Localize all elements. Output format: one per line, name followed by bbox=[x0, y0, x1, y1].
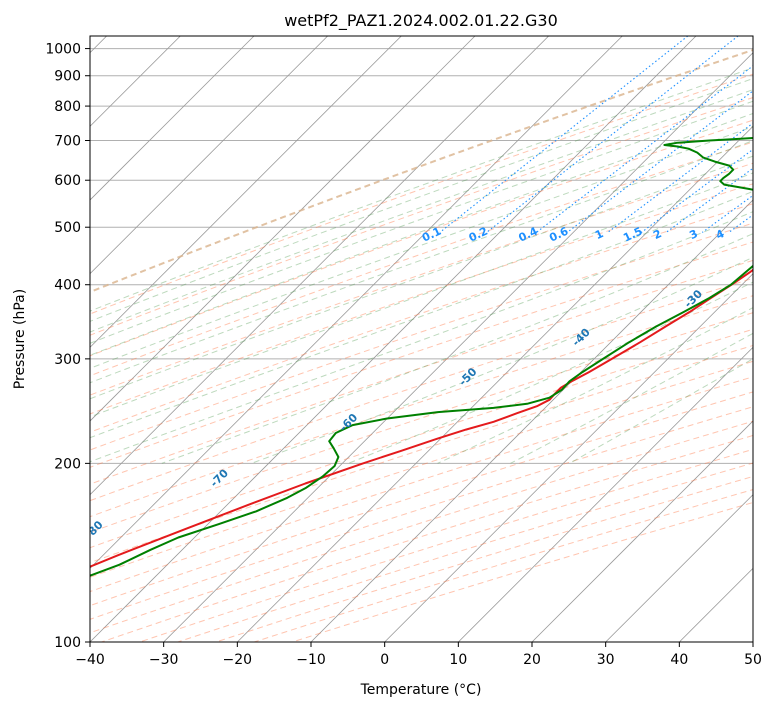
dry-adiabat-line bbox=[90, 119, 753, 357]
mixing-ratio-line bbox=[607, 122, 753, 233]
moist-adiabat-line bbox=[90, 126, 753, 369]
profile-lines bbox=[90, 136, 753, 577]
dry-adiabat-line bbox=[90, 328, 753, 549]
mixing-ratio-label: 4 bbox=[714, 227, 727, 242]
isotherm-line bbox=[90, 36, 476, 422]
dry-adiabat-line bbox=[90, 277, 753, 502]
mixing-ratio-line bbox=[486, 36, 739, 233]
isotherm-line bbox=[237, 125, 753, 642]
y-axis-label: Pressure (hPa) bbox=[12, 289, 28, 389]
dry-adiabat-line bbox=[90, 259, 753, 485]
moist-adiabat-line bbox=[90, 100, 753, 344]
mixing-ratio-label: 2 bbox=[651, 227, 663, 242]
y-tick-label: 500 bbox=[54, 220, 81, 236]
moist-adiabat-line bbox=[348, 281, 753, 464]
x-tick-label: 30 bbox=[597, 652, 615, 668]
dry-adiabat-line bbox=[90, 162, 753, 396]
isotherm-line bbox=[384, 273, 753, 642]
dry-adiabat-line bbox=[90, 295, 753, 518]
dry-adiabat-line bbox=[90, 241, 753, 468]
dry-adiabat-line bbox=[90, 97, 753, 336]
dry-adiabat-line bbox=[215, 475, 753, 642]
dry-adiabat-line bbox=[90, 406, 753, 620]
mixing-ratio-line bbox=[701, 194, 753, 233]
moist-adiabat-line bbox=[251, 256, 753, 464]
x-tick-label: −40 bbox=[75, 652, 105, 668]
y-tick-label: 900 bbox=[54, 69, 81, 85]
y-tick-label: 300 bbox=[54, 352, 81, 368]
isotherm-line bbox=[90, 36, 255, 201]
isotherm-line bbox=[531, 420, 753, 642]
isotherm-line bbox=[90, 36, 402, 348]
y-tick-label: 700 bbox=[54, 133, 81, 149]
moist-adiabat-line bbox=[90, 112, 753, 356]
y-tick-label: 1000 bbox=[45, 42, 81, 58]
moist-adiabat-line bbox=[90, 67, 753, 312]
dry-adiabat-line bbox=[90, 222, 753, 451]
dry-adiabat-label: -70 bbox=[208, 466, 231, 489]
moist-adiabat-line bbox=[437, 307, 753, 464]
isotherm-line bbox=[163, 52, 753, 642]
isotherm-line bbox=[90, 36, 549, 496]
mixing-ratio-line bbox=[768, 36, 775, 232]
isotherm-line bbox=[90, 36, 623, 569]
moist-adiabat-line bbox=[90, 78, 753, 322]
y-tick-label: 200 bbox=[54, 456, 81, 472]
dry-adiabat-line bbox=[90, 73, 753, 315]
moist-adiabat-line bbox=[90, 140, 753, 384]
chart-title: wetPf2_PAZ1.2024.002.01.22.G30 bbox=[284, 11, 558, 31]
isotherm-line bbox=[605, 494, 753, 642]
isotherm-line bbox=[679, 567, 753, 642]
x-tick-label: 40 bbox=[670, 652, 688, 668]
mixing-ratio-line bbox=[536, 65, 753, 233]
dry-adiabat-line bbox=[177, 462, 753, 642]
isotherm-line bbox=[90, 36, 328, 275]
mixing-ratio-label: 6 bbox=[753, 227, 766, 242]
dry-adiabat-label: -40 bbox=[570, 325, 593, 348]
mixing-ratio-line bbox=[728, 214, 753, 233]
x-tick-label: −20 bbox=[223, 652, 253, 668]
mixing-ratio-line bbox=[665, 167, 753, 233]
x-tick-label: 20 bbox=[523, 652, 541, 668]
dry-adiabat-line bbox=[90, 141, 753, 377]
y-tick-label: 600 bbox=[54, 173, 81, 189]
x-tick-label: −10 bbox=[296, 652, 326, 668]
dry-adiabat-line bbox=[292, 501, 753, 642]
dry-adiabat-label: -80 bbox=[82, 518, 105, 541]
dry-adiabat-line bbox=[90, 48, 753, 294]
dry-adiabat-line bbox=[90, 183, 753, 415]
mixing-ratio-line bbox=[439, 36, 689, 233]
temperature-profile-line bbox=[90, 268, 753, 568]
dry-adiabat-label: -50 bbox=[456, 365, 479, 388]
x-tick-label: −30 bbox=[149, 652, 179, 668]
isotherm-line bbox=[458, 346, 753, 642]
isotherm-line bbox=[310, 199, 753, 642]
x-tick-label: 10 bbox=[449, 652, 467, 668]
x-tick-label: 0 bbox=[380, 652, 389, 668]
dry-adiabat-line bbox=[90, 203, 753, 433]
x-axis-label: Temperature (°C) bbox=[360, 682, 482, 698]
y-tick-label: 800 bbox=[54, 99, 81, 115]
plot-frame bbox=[89, 35, 754, 643]
dry-adiabat-line bbox=[90, 312, 753, 533]
isotherm-line bbox=[90, 36, 697, 642]
y-tick-label: 400 bbox=[54, 278, 81, 294]
line-labels: 0.10.20.40.611.52346810131620253036-100-… bbox=[82, 224, 766, 541]
x-tick-label: 50 bbox=[744, 652, 762, 668]
isotherm-line bbox=[752, 641, 753, 642]
dry-adiabat-line bbox=[90, 391, 753, 607]
dry-adiabat-line bbox=[90, 360, 753, 578]
axes: −40 −30 −20 −10 0 10 20 30 40 50 100 200 300 400 500 60… bbox=[45, 42, 762, 668]
dry-adiabat-line bbox=[90, 376, 753, 593]
moist-adiabat-line bbox=[161, 233, 753, 464]
dewpoint-profile-line bbox=[90, 136, 753, 577]
moist-adiabat-line bbox=[90, 211, 753, 463]
dry-adiabat-line bbox=[90, 344, 753, 564]
y-tick-label: 100 bbox=[54, 635, 81, 651]
background-lines bbox=[90, 36, 775, 642]
